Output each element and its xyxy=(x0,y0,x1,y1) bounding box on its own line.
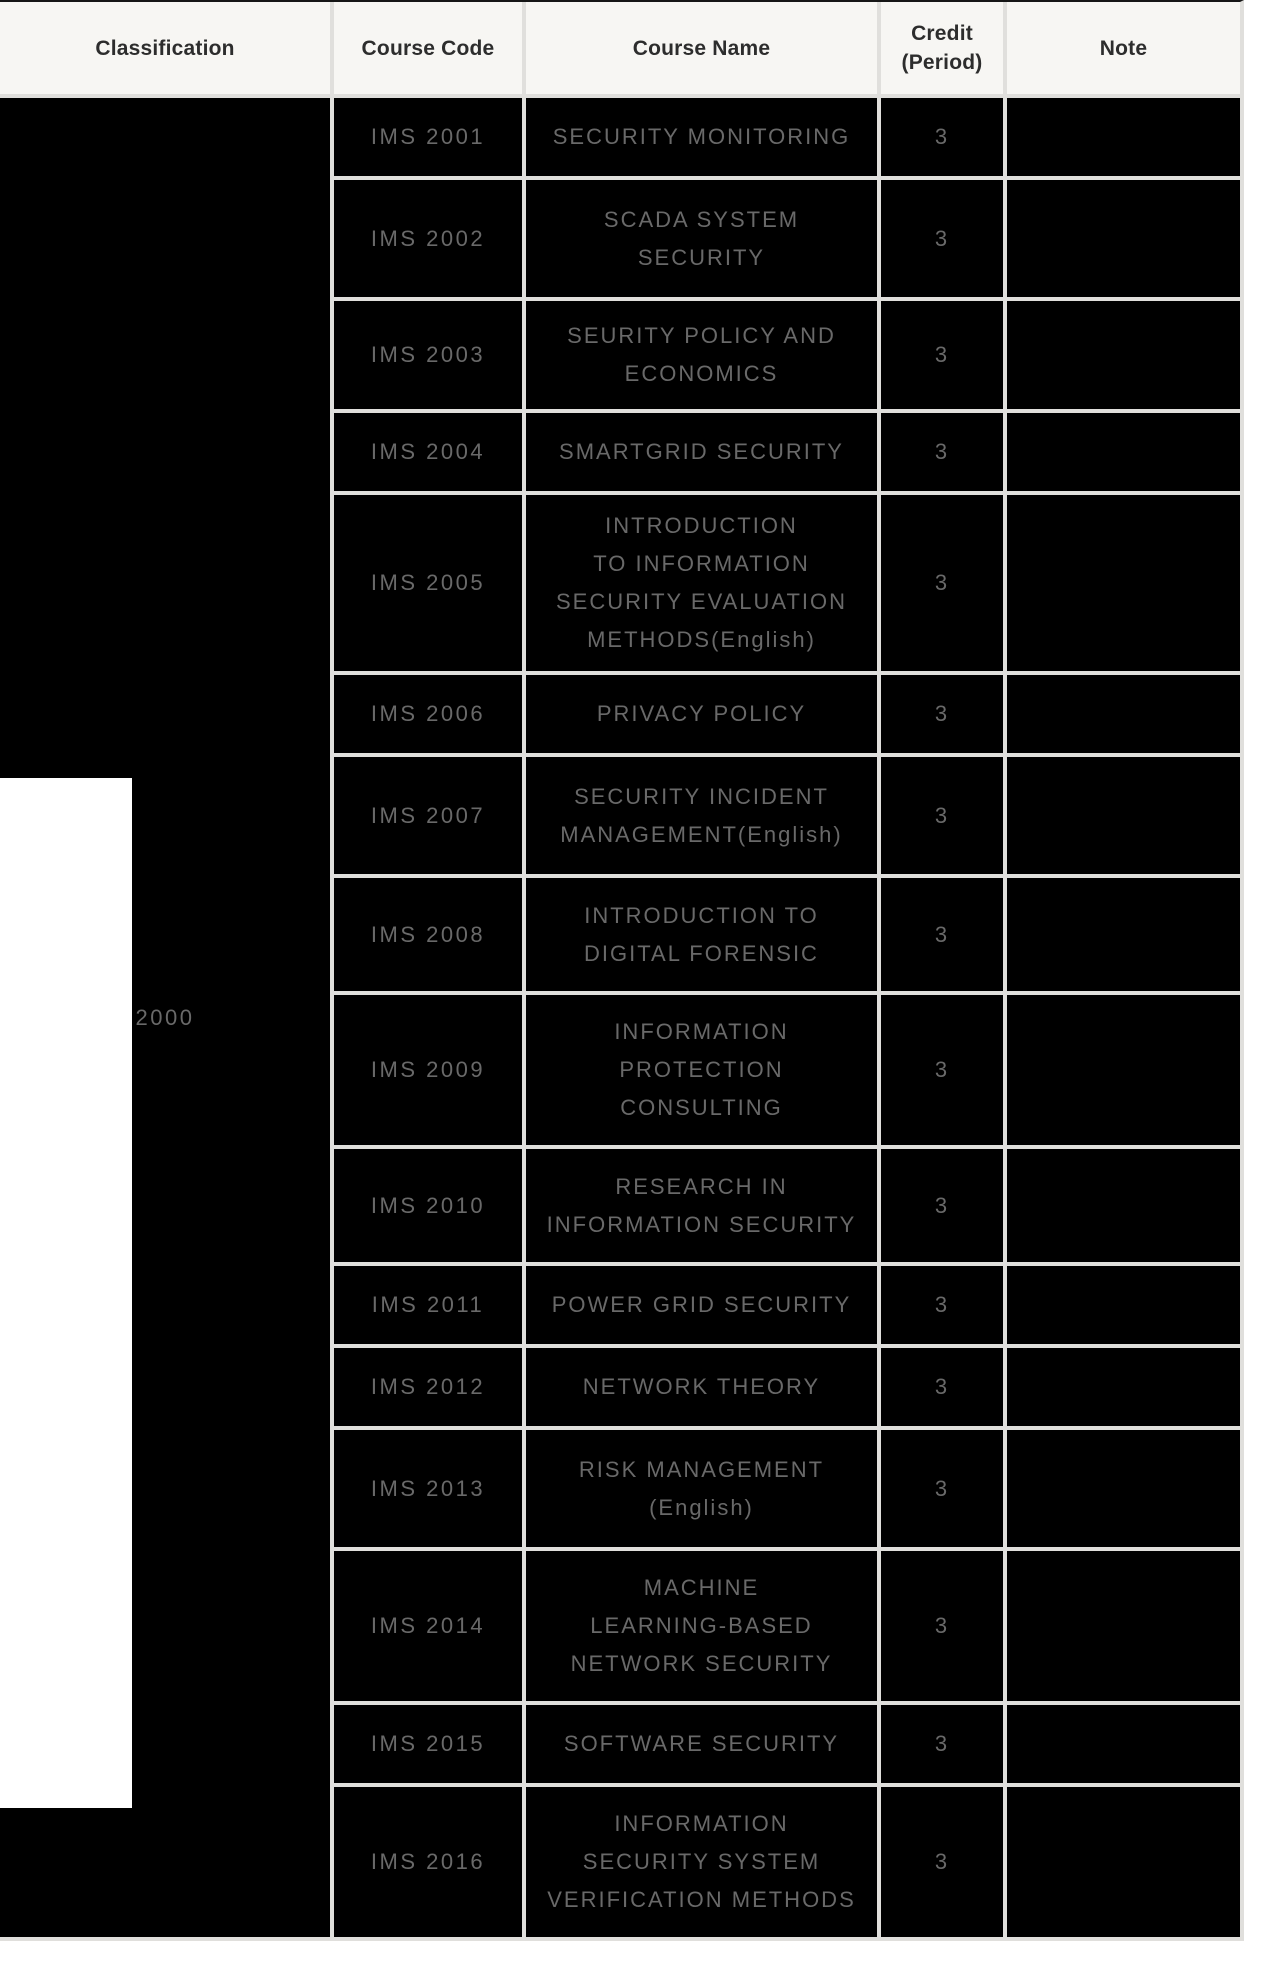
credit-cell: 3 xyxy=(881,995,1003,1145)
credit-cell: 3 xyxy=(881,1430,1003,1547)
course-code-cell: IMS 2014 xyxy=(334,1551,522,1701)
credit-cell: 3 xyxy=(881,98,1003,176)
course-code-cell: IMS 2010 xyxy=(334,1149,522,1262)
course-code-cell: IMS 2003 xyxy=(334,301,522,409)
course-code-cell: IMS 2012 xyxy=(334,1348,522,1426)
course-name-cell: SMARTGRID SECURITY xyxy=(526,413,877,491)
credit-cell: 3 xyxy=(881,878,1003,991)
note-cell xyxy=(1007,180,1240,297)
course-name-cell: POWER GRID SECURITY xyxy=(526,1266,877,1344)
credit-cell: 3 xyxy=(881,757,1003,874)
course-code-cell: IMS 2006 xyxy=(334,675,522,753)
note-cell xyxy=(1007,301,1240,409)
course-name-cell: SOFTWARE SECURITY xyxy=(526,1705,877,1783)
course-code-cell: IMS 2015 xyxy=(334,1705,522,1783)
header-course-code: Course Code xyxy=(334,2,522,94)
course-name-cell: SCADA SYSTEM SECURITY xyxy=(526,180,877,297)
credit-cell: 3 xyxy=(881,413,1003,491)
course-code-cell: IMS 2008 xyxy=(334,878,522,991)
note-cell xyxy=(1007,495,1240,671)
course-code-cell: IMS 2002 xyxy=(334,180,522,297)
credit-cell: 3 xyxy=(881,1149,1003,1262)
note-cell xyxy=(1007,878,1240,991)
course-name-cell: MACHINE LEARNING-BASED NETWORK SECURITY xyxy=(526,1551,877,1701)
credit-cell: 3 xyxy=(881,1266,1003,1344)
note-cell xyxy=(1007,757,1240,874)
note-cell xyxy=(1007,98,1240,176)
credit-cell: 3 xyxy=(881,180,1003,297)
note-cell xyxy=(1007,1266,1240,1344)
note-cell xyxy=(1007,413,1240,491)
course-code-cell: IMS 2011 xyxy=(334,1266,522,1344)
note-cell xyxy=(1007,1430,1240,1547)
course-code-cell: IMS 2009 xyxy=(334,995,522,1145)
course-name-cell: RESEARCH IN INFORMATION SECURITY xyxy=(526,1149,877,1262)
course-name-cell: PRIVACY POLICY xyxy=(526,675,877,753)
credit-cell: 3 xyxy=(881,301,1003,409)
note-cell xyxy=(1007,675,1240,753)
header-note: Note xyxy=(1007,2,1240,94)
credit-cell: 3 xyxy=(881,1705,1003,1783)
course-code-cell: IMS 2016 xyxy=(334,1787,522,1937)
course-code-cell: IMS 2013 xyxy=(334,1430,522,1547)
header-credit-period: Credit (Period) xyxy=(881,2,1003,94)
note-cell xyxy=(1007,1348,1240,1426)
header-course-name: Course Name xyxy=(526,2,877,94)
course-name-cell: NETWORK THEORY xyxy=(526,1348,877,1426)
course-name-cell: SECURITY MONITORING xyxy=(526,98,877,176)
overlay-rectangle xyxy=(0,778,132,1808)
credit-cell: 3 xyxy=(881,495,1003,671)
note-cell xyxy=(1007,1551,1240,1701)
header-classification: Classification xyxy=(0,2,330,94)
course-code-cell: IMS 2007 xyxy=(334,757,522,874)
credit-cell: 3 xyxy=(881,1787,1003,1937)
note-cell xyxy=(1007,995,1240,1145)
course-name-cell: INTRODUCTION TO INFORMATION SECURITY EVA… xyxy=(526,495,877,671)
course-name-cell: RISK MANAGEMENT (English) xyxy=(526,1430,877,1547)
course-code-cell: IMS 2005 xyxy=(334,495,522,671)
credit-cell: 3 xyxy=(881,1551,1003,1701)
course-table: Classification Course Code Course Name C… xyxy=(0,0,1244,1941)
credit-cell: 3 xyxy=(881,1348,1003,1426)
classification-label: 2000 xyxy=(135,1004,195,1030)
note-cell xyxy=(1007,1149,1240,1262)
course-name-cell: SECURITY INCIDENT MANAGEMENT(English) xyxy=(526,757,877,874)
course-code-cell: IMS 2001 xyxy=(334,98,522,176)
course-name-cell: INFORMATION PROTECTION CONSULTING xyxy=(526,995,877,1145)
course-name-cell: INTRODUCTION TO DIGITAL FORENSIC xyxy=(526,878,877,991)
course-name-cell: SEURITY POLICY AND ECONOMICS xyxy=(526,301,877,409)
credit-cell: 3 xyxy=(881,675,1003,753)
course-code-cell: IMS 2004 xyxy=(334,413,522,491)
note-cell xyxy=(1007,1705,1240,1783)
note-cell xyxy=(1007,1787,1240,1937)
course-name-cell: INFORMATION SECURITY SYSTEM VERIFICATION… xyxy=(526,1787,877,1937)
